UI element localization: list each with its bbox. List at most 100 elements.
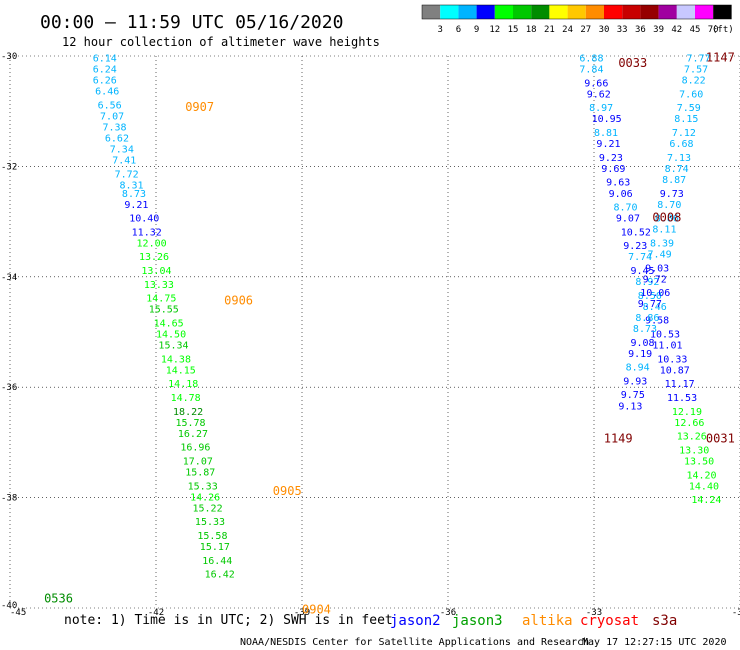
swh-point: 18.22 — [173, 407, 203, 418]
swh-point: 15.22 — [193, 503, 223, 514]
swh-point: 9.93 — [623, 376, 647, 387]
swh-point: 8.70 — [657, 200, 681, 211]
plot-grid: -45 -42 -39 -36 -33 -30 -30 -32 -34 -36 -38 -40 — [1, 52, 740, 618]
swh-point: 15.33 — [195, 517, 225, 528]
color-scale-bar: 3 6 9 12 15 18 21 24 27 30 33 36 39 42 45 70(ft) — [421, 4, 734, 35]
scale-label: 45 — [690, 25, 701, 35]
swh-point: 7.84 — [579, 65, 603, 76]
swh-point: 9.73 — [660, 189, 684, 200]
swh-point: 14.18 — [168, 379, 198, 390]
scale-swatch — [622, 5, 641, 19]
x-tick-label: -30 — [732, 608, 740, 618]
swh-point: 9.77 — [638, 299, 662, 310]
scale-label: 3 — [437, 25, 442, 35]
pass-time-label: 0031 — [706, 431, 735, 445]
swh-point: 14.24 — [691, 495, 721, 506]
y-tick-label: -40 — [1, 601, 17, 611]
swh-point: 7.13 — [667, 153, 691, 164]
scale-swatch — [440, 5, 459, 19]
scale-label: 12 — [489, 25, 500, 35]
swh-point: 8.97 — [589, 103, 613, 114]
swh-point: 6.46 — [95, 87, 119, 98]
swh-point: 6.26 — [93, 76, 117, 87]
swh-point: 15.87 — [185, 468, 215, 479]
x-tick-label: -45 — [10, 608, 26, 618]
x-tick-label: -39 — [294, 608, 310, 618]
swh-point: 6.88 — [579, 54, 603, 65]
pass-time-label: 0907 — [185, 100, 214, 114]
swh-point: 9.58 — [645, 316, 669, 327]
swh-point: 17.07 — [183, 456, 213, 467]
swh-point: 10.52 — [621, 227, 651, 238]
scale-label: 15 — [508, 25, 519, 35]
scale-swatch — [476, 5, 495, 19]
swh-point: 8.86 — [655, 214, 679, 225]
legend-entry: cryosat — [580, 613, 639, 629]
pass-time-label: 0008 — [652, 211, 681, 225]
swh-point: 13.30 — [679, 445, 709, 456]
scale-swatch — [494, 5, 513, 19]
swh-point: 6.14 — [93, 54, 117, 65]
scale-label: 33 — [617, 25, 628, 35]
swh-point: 7.41 — [112, 156, 136, 167]
pass-time-label: 0033 — [618, 56, 647, 70]
swh-point: 7.34 — [110, 145, 134, 156]
satellite-legend: jason2 jason3 altika cryosat s3a — [390, 613, 677, 629]
y-tick-label: -32 — [1, 162, 17, 172]
swh-point: 14.75 — [146, 294, 176, 305]
swh-point: 9.21 — [124, 200, 148, 211]
y-tick-label: -36 — [1, 383, 17, 393]
swh-point: 7.72 — [115, 169, 139, 180]
scale-unit: (ft) — [712, 25, 734, 35]
swh-point: 13.26 — [677, 432, 707, 443]
pass-time-label: 0904 — [302, 603, 331, 617]
x-tick-label: -42 — [148, 608, 164, 618]
scale-label: 30 — [599, 25, 610, 35]
swh-point: 8.31 — [120, 180, 144, 191]
swh-point: 11.32 — [132, 227, 162, 238]
swh-point: 8.39 — [650, 238, 674, 249]
footer-note: note: 1) Time is in UTC; 2) SWH is in fe… — [64, 613, 393, 628]
swh-point: 15.55 — [149, 305, 179, 316]
chart-title: 00:00 — 11:59 UTC 05/16/2020 — [40, 12, 343, 33]
swh-point: 10.95 — [592, 114, 622, 125]
swh-point: 9.21 — [596, 139, 620, 150]
swh-point: 6.62 — [105, 134, 129, 145]
swh-point: 8.15 — [674, 114, 698, 125]
swh-point: 15.34 — [158, 341, 188, 352]
scale-label: 6 — [456, 25, 461, 35]
swh-point: 10.40 — [129, 214, 159, 225]
track-time-labels: 0907 0906 0905 0904 0536 0033 1147 1149 0031 0008 — [44, 51, 735, 617]
scale-swatch — [513, 5, 532, 19]
swh-point: 8.46 — [643, 302, 667, 313]
scale-swatch — [695, 5, 714, 19]
swh-point: 7.12 — [672, 128, 696, 139]
swh-point: 9.08 — [631, 338, 655, 349]
swh-point: 13.33 — [144, 280, 174, 291]
swh-point: 7.49 — [648, 249, 672, 260]
swh-point: 8.50 — [638, 291, 662, 302]
footer-credit: NOAA/NESDIS Center for Satellite Applica… — [240, 637, 589, 648]
swh-point: 9.66 — [584, 78, 608, 89]
swh-point: 7.07 — [100, 111, 124, 122]
swh-point: 14.50 — [156, 330, 186, 341]
scale-swatch — [658, 5, 677, 19]
swh-point: 14.20 — [686, 470, 716, 481]
swh-point: 13.26 — [139, 252, 169, 263]
swh-point: 13.50 — [684, 456, 714, 467]
swh-point: 15.58 — [197, 531, 227, 542]
swh-point: 9.13 — [618, 401, 642, 412]
swh-point: 12.00 — [137, 238, 167, 249]
scale-label: 70 — [708, 25, 719, 35]
swh-point: 9.07 — [616, 214, 640, 225]
swh-point: 7.74 — [628, 252, 652, 263]
pass-time-label: 1149 — [604, 431, 633, 445]
swh-point: 11.01 — [652, 341, 682, 352]
swh-point: 12.66 — [674, 418, 704, 429]
swh-point: 9.72 — [643, 274, 667, 285]
pass-time-label: 0906 — [224, 293, 253, 307]
swh-point: 9.19 — [628, 349, 652, 360]
swh-point: 15.17 — [200, 542, 230, 553]
swh-point: 7.60 — [679, 89, 703, 100]
